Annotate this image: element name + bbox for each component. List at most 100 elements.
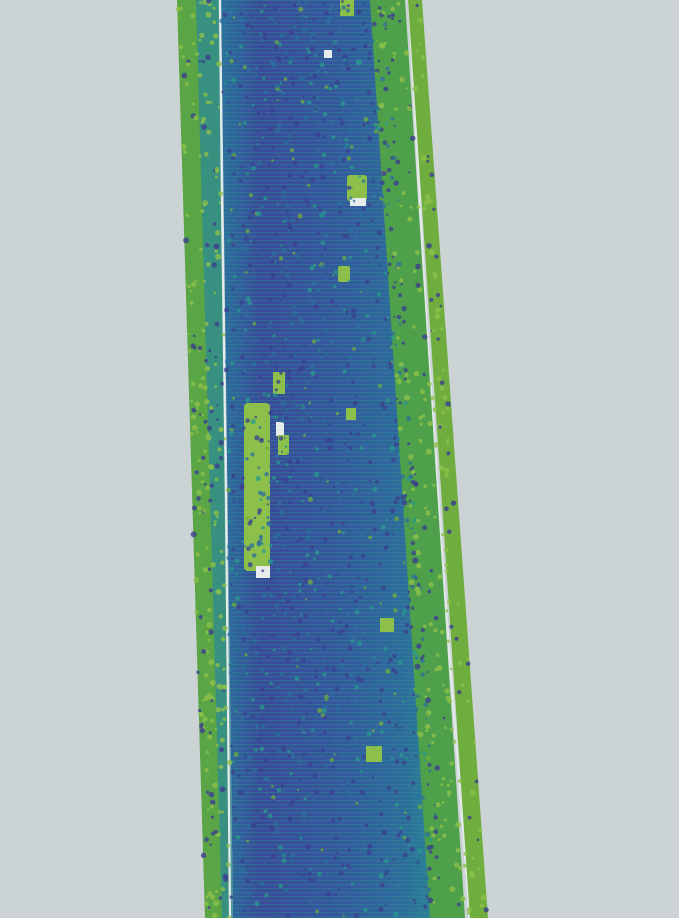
cloud-point (434, 813, 437, 816)
cloud-point (390, 705, 393, 709)
cloud-point (340, 591, 344, 595)
cloud-point (348, 672, 354, 678)
cloud-point (427, 589, 432, 594)
cloud-point (328, 437, 334, 443)
cloud-point (403, 747, 408, 752)
cloud-point (234, 558, 240, 564)
cloud-point (208, 498, 213, 503)
cloud-point (357, 290, 360, 293)
cloud-point (246, 891, 251, 896)
cloud-point (345, 8, 350, 13)
cloud-point (214, 355, 218, 359)
cloud-point (399, 76, 406, 83)
cloud-point (353, 111, 358, 116)
cloud-point (410, 501, 416, 506)
cloud-point (215, 662, 220, 668)
cloud-point (289, 571, 292, 574)
cloud-point (303, 797, 308, 801)
cloud-point (394, 580, 399, 585)
cloud-point (248, 263, 253, 268)
cloud-point (439, 327, 444, 331)
cloud-point (434, 855, 439, 859)
cloud-point (198, 615, 203, 620)
cloud-point (229, 208, 233, 212)
cloud-point (457, 690, 462, 695)
cloud-point (214, 249, 218, 253)
cloud-point (183, 237, 190, 244)
cloud-point (326, 891, 332, 897)
cloud-point (359, 533, 365, 539)
cloud-point (202, 279, 206, 283)
cloud-point (251, 553, 257, 558)
cloud-point (354, 609, 360, 615)
cloud-point (350, 589, 354, 594)
cloud-point (347, 743, 352, 747)
cloud-point (231, 557, 234, 560)
cloud-point (300, 99, 305, 104)
cloud-point (261, 254, 264, 257)
cloud-point (323, 329, 328, 333)
cloud-point (361, 748, 364, 751)
cloud-point (376, 400, 381, 405)
cloud-point (259, 733, 262, 737)
cloud-point (240, 792, 244, 796)
cloud-point (398, 887, 404, 892)
cloud-point (356, 577, 360, 580)
cloud-point (213, 520, 217, 524)
cloud-point (272, 18, 274, 21)
cloud-point (455, 821, 462, 828)
cloud-point (381, 439, 385, 443)
cloud-point (303, 433, 306, 437)
cloud-point (292, 633, 296, 638)
cloud-point (364, 109, 368, 112)
cloud-point (372, 330, 377, 335)
cloud-point (416, 518, 420, 523)
cloud-point (387, 167, 392, 173)
cloud-point (461, 683, 465, 688)
cloud-point (213, 510, 219, 516)
cloud-point (259, 668, 265, 673)
cloud-point (404, 373, 409, 377)
cloud-point (312, 204, 317, 209)
cloud-point (287, 650, 293, 655)
cloud-point (210, 699, 214, 703)
cloud-point (297, 618, 303, 624)
cloud-point (201, 328, 206, 333)
cloud-point (318, 349, 321, 352)
cloud-point (190, 432, 194, 436)
cloud-point (217, 447, 222, 452)
cloud-point (390, 756, 394, 760)
cloud-point (456, 902, 461, 907)
cloud-point (256, 712, 259, 715)
cloud-point (248, 819, 251, 823)
cloud-point (241, 540, 245, 544)
cloud-point (424, 506, 428, 510)
cloud-point (259, 298, 262, 301)
cloud-point (203, 151, 209, 157)
cloud-point (201, 413, 205, 417)
cloud-point (218, 426, 224, 433)
cloud-point (274, 388, 278, 392)
cloud-point (232, 473, 235, 477)
cloud-point (201, 376, 205, 381)
cloud-point (421, 654, 425, 658)
cloud-point (397, 659, 403, 666)
cloud-point (410, 846, 415, 852)
cloud-point (266, 495, 271, 501)
cloud-point (338, 639, 342, 643)
cloud-point (443, 726, 447, 730)
cloud-point (263, 353, 267, 357)
cloud-point (346, 612, 351, 617)
cloud-point (314, 579, 317, 582)
cloud-point (283, 415, 288, 421)
cloud-point (282, 646, 288, 652)
cloud-point (212, 782, 218, 788)
cloud-point (372, 486, 378, 492)
cloud-point (286, 369, 292, 374)
cloud-point (245, 516, 250, 521)
cloud-point (400, 282, 403, 286)
cloud-point (331, 619, 335, 623)
cloud-point (343, 443, 347, 446)
cloud-point (421, 795, 425, 800)
